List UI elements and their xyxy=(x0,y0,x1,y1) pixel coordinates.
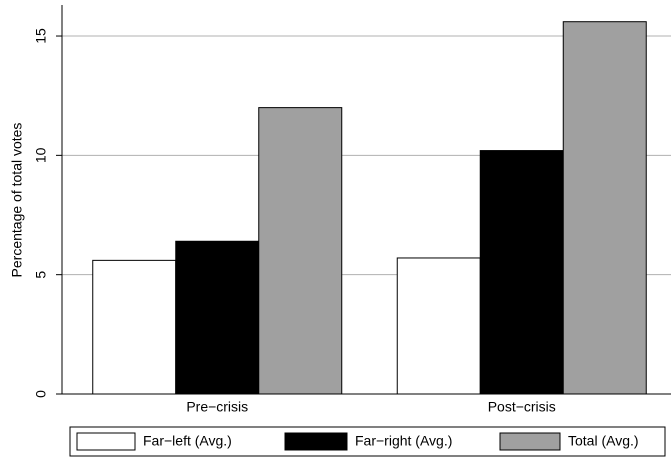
legend-swatch xyxy=(284,432,348,451)
legend-swatch xyxy=(499,432,561,451)
legend-label: Total (Avg.) xyxy=(568,433,639,449)
x-tick-label: Post−crisis xyxy=(488,399,556,415)
legend-box xyxy=(69,426,666,457)
y-tick-label: 10 xyxy=(33,147,49,163)
x-tick-label: Pre−crisis xyxy=(186,399,248,415)
bar xyxy=(92,259,177,395)
bar xyxy=(258,107,343,395)
bar xyxy=(562,21,647,395)
bar xyxy=(396,257,481,395)
legend-label: Far−right (Avg.) xyxy=(355,433,452,449)
legend-label: Far−left (Avg.) xyxy=(143,433,232,449)
y-tick-label: 5 xyxy=(33,271,49,279)
y-axis-label: Percentage of total votes xyxy=(9,123,25,278)
bar xyxy=(479,150,564,395)
y-tick-label: 0 xyxy=(33,390,49,398)
legend-swatch xyxy=(76,432,136,451)
y-tick-label: 15 xyxy=(33,28,49,44)
bar xyxy=(175,240,260,395)
